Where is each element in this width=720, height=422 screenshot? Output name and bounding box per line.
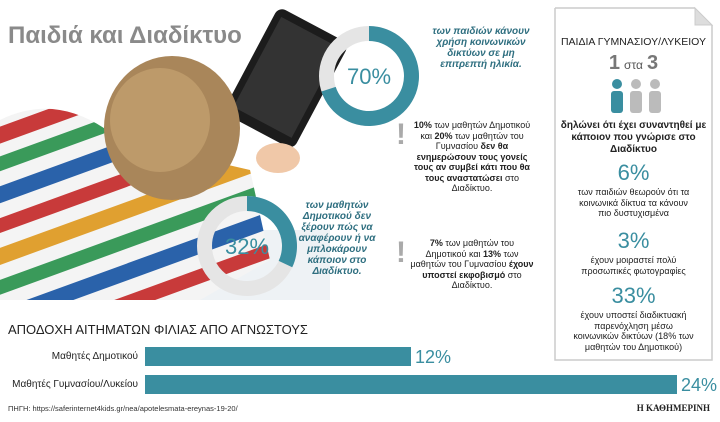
title: Παιδιά και Διαδίκτυο <box>8 22 242 49</box>
stat-text: έχουν μοιραστεί πολύ προσωπικές φωτογραφ… <box>581 255 686 276</box>
side-panel <box>554 6 714 361</box>
photo <box>0 9 347 300</box>
note-text: στο Διαδίκτυο. <box>451 269 522 291</box>
ratio-part: 3 <box>646 52 659 74</box>
note-text: των μαθητών του Γυμνασίου <box>435 130 524 152</box>
ratio-part: 1 <box>608 52 621 74</box>
ratio: 1 στα 3 <box>558 52 709 75</box>
bar-value-label: 24% <box>681 375 717 395</box>
donut-label: 32% <box>225 234 269 259</box>
donut-label: 70% <box>347 64 391 89</box>
donut-caption: των μαθητών Δημοτικού δεν ξέρουν πώς να … <box>298 200 376 277</box>
note-text: έχουν υποστεί εκφοβισμό <box>422 259 534 280</box>
stat-value: 3% <box>617 228 650 253</box>
note-text: 10% <box>413 120 432 130</box>
note: 10% των μαθητών Δημοτικού και 20% των μα… <box>410 120 534 194</box>
note-text: 7% <box>429 238 443 248</box>
bar <box>145 375 677 394</box>
note-text: των μαθητών Δημοτικού και <box>420 120 531 141</box>
publisher: Η ΚΑΘΗΜΕΡΙΝΗ <box>636 403 710 413</box>
note-text: δεν θα ενημερώσουν τους γονείς τους αν σ… <box>414 141 530 183</box>
donut-segment <box>247 196 297 268</box>
icon: ! <box>396 118 406 151</box>
bar-category: Μαθητές Γυμνασίου/Λυκείου <box>12 379 138 390</box>
stat-value: 6% <box>617 160 650 185</box>
note-text: των μαθητών του Δημοτικού και <box>425 238 515 259</box>
stat-value: 33% <box>611 283 656 308</box>
note-text: 13% <box>483 248 502 259</box>
note-text: στο Διαδίκτυο. <box>451 172 519 194</box>
bar <box>145 347 411 366</box>
people-icons <box>611 79 661 113</box>
stat-text: των παιδιών θεωρούν ότι τα κοινωνικά δίκ… <box>577 187 690 218</box>
bar-chart-title: ΑΠΟΔΟΧΗ ΑΙΤΗΜΑΤΩΝ ΦΙΛΙΑΣ ΑΠΟ ΑΓΝΩΣΤΟΥΣ <box>8 322 308 337</box>
icon: ! <box>396 236 406 269</box>
panel-heading: ΠΑΙΔΙΑ ΓΥΜΝΑΣΙΟΥ/ΛΥΚΕΙΟΥ <box>560 36 707 48</box>
ratio-text: δηλώνει ότι έχει συναντηθεί με κάποιον π… <box>560 120 707 155</box>
ratio-part: στα <box>624 58 643 72</box>
bar-category: Μαθητές Δημοτικού <box>51 351 138 362</box>
stat-text: έχουν υποστεί διαδικτυακή παρενόχληση μέ… <box>573 310 694 352</box>
note: 7% των μαθητών του Δημοτικού και 13% των… <box>410 238 534 291</box>
donut-caption: των παιδιών κάνουν χρήση κοινωνικών δικτ… <box>432 26 530 70</box>
donut-segment <box>321 26 419 126</box>
source: ΠΗΓΗ: https://saferinternet4kids.gr/nea/… <box>8 404 238 413</box>
note-text: 20% <box>434 130 453 141</box>
bar-value-label: 12% <box>415 347 451 367</box>
note-text: των μαθητών του Γυμνασίου <box>410 248 519 270</box>
